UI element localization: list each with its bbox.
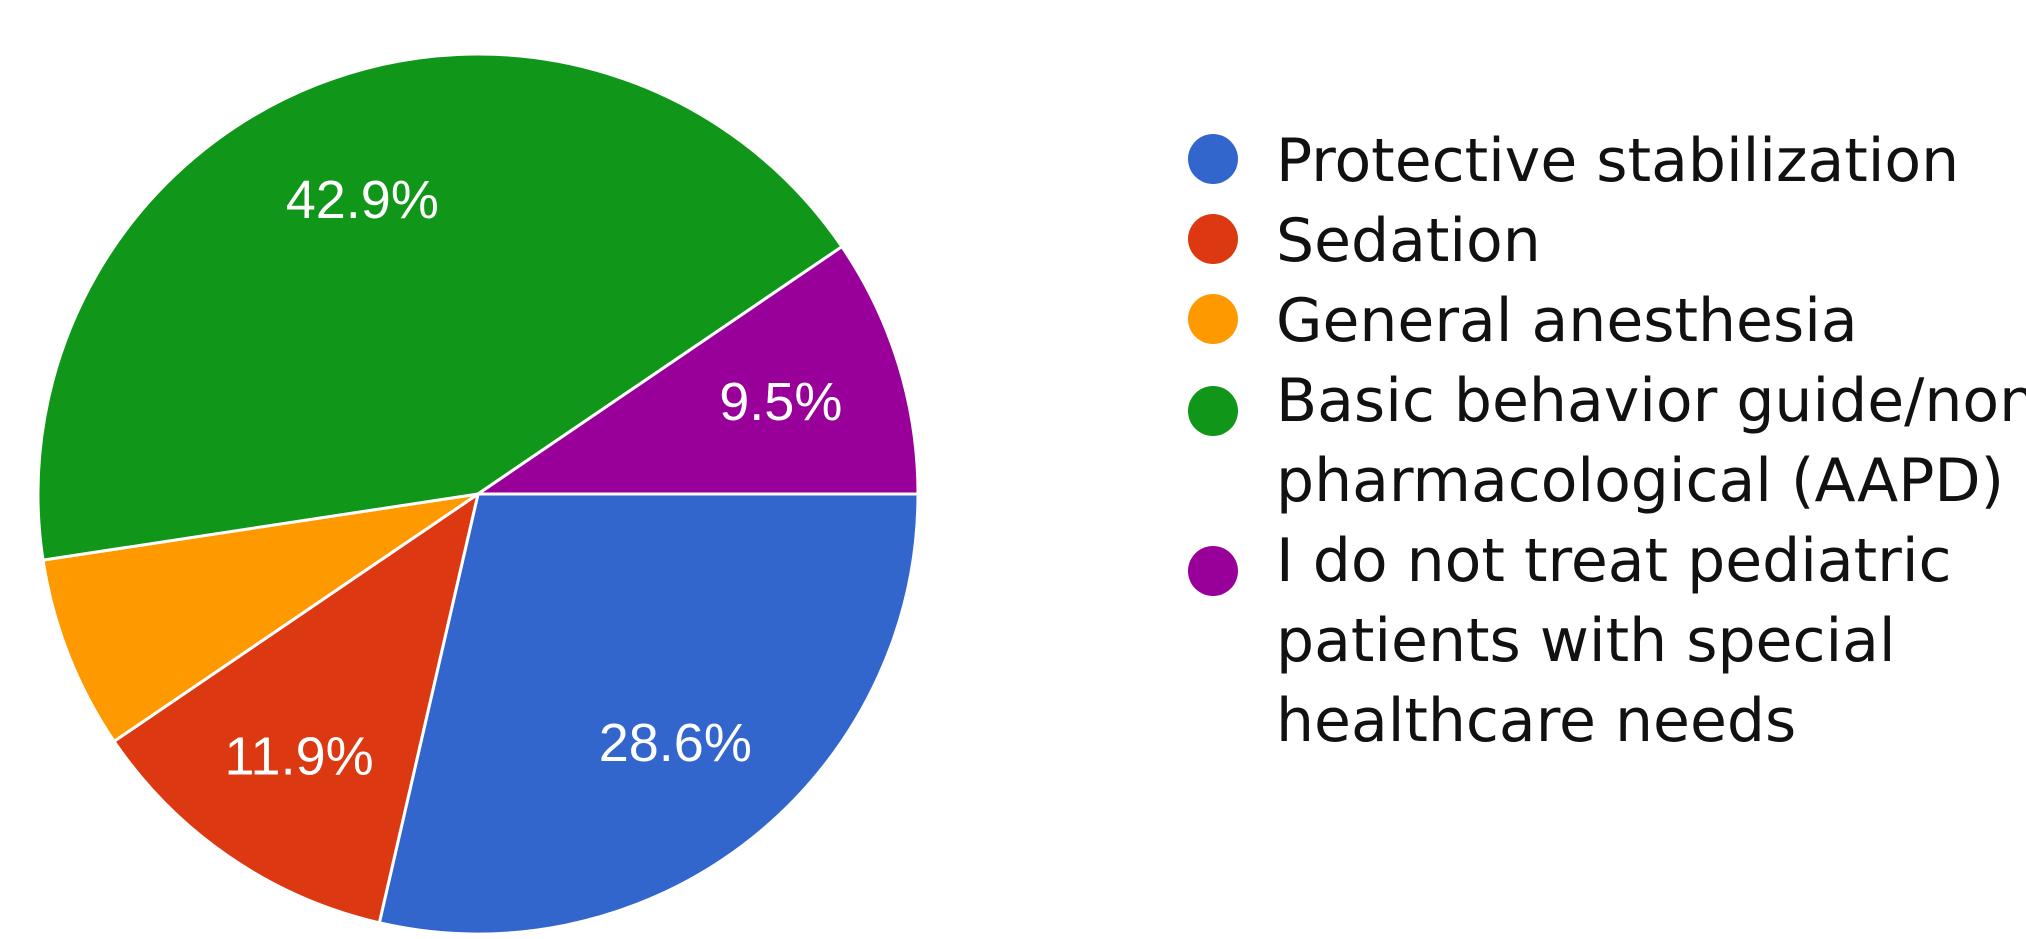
pie-slice-1 — [111, 490, 481, 925]
pie-slice-2 — [41, 492, 479, 744]
legend-item-4: I do not treat pediatric patients with sp… — [1188, 526, 1952, 756]
pie-slices — [36, 52, 920, 936]
legend: Protective stabilization Sedation General … — [1188, 126, 2026, 756]
legend-item-1: Sedation — [1188, 206, 1541, 276]
legend-item-3: Basic behavior guide/non pharmacological … — [1188, 366, 2026, 516]
legend-label-2-line-0: General anesthesia — [1276, 286, 1858, 356]
legend-label-1-line-0: Sedation — [1276, 206, 1541, 276]
legend-swatch-1 — [1188, 214, 1238, 264]
pie-slice-label-1: 11.9% — [225, 727, 374, 787]
legend-label-0-line-0: Protective stabilization — [1276, 126, 1959, 196]
legend-item-0: Protective stabilization — [1188, 126, 1959, 196]
legend-swatch-4 — [1188, 546, 1238, 596]
legend-label-3-line-0: Basic behavior guide/non — [1276, 366, 2026, 436]
pie-slice-0 — [377, 492, 920, 936]
pie-slice-label-3: 42.9% — [286, 170, 439, 230]
legend-label-3-line-1: pharmacological (AAPD) — [1276, 446, 2004, 516]
pie-slice-3 — [36, 52, 845, 562]
pie-slice-label-4: 9.5% — [719, 372, 842, 432]
legend-label-4-line-1: patients with special — [1276, 606, 1896, 676]
legend-swatch-3 — [1188, 386, 1238, 436]
legend-item-2: General anesthesia — [1188, 286, 1858, 356]
pie-slice-label-0: 28.6% — [599, 713, 752, 773]
legend-label-4-line-2: healthcare needs — [1276, 686, 1796, 756]
legend-swatch-2 — [1188, 294, 1238, 344]
legend-swatch-0 — [1188, 134, 1238, 184]
pie-slice-4 — [473, 244, 920, 496]
pie-slice-labels: 28.6% 11.9% 42.9% 9.5% — [225, 170, 843, 786]
legend-label-4-line-0: I do not treat pediatric — [1276, 526, 1952, 596]
